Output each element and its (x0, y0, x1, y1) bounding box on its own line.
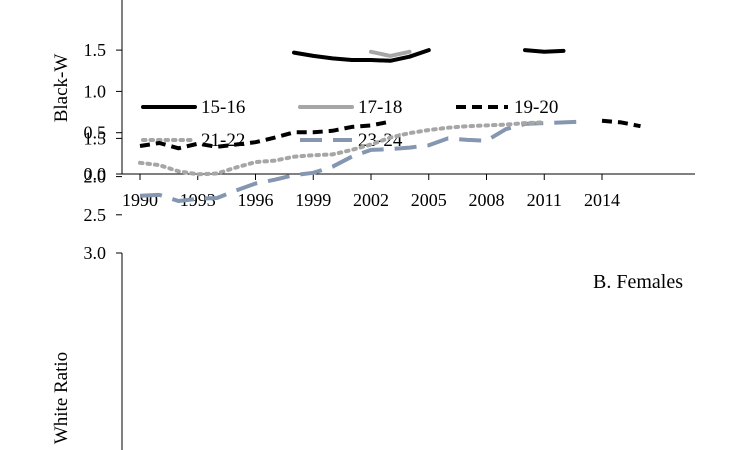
panel-a-series-line-17-18 (369, 49, 412, 58)
panel-b-y-tick-label: 2.5 (84, 205, 107, 225)
panel-a-x-tick-label: 2002 (353, 190, 389, 210)
panel-a-series-line-15-16 (523, 48, 566, 54)
panel-a-x-tick-label: 2011 (527, 190, 562, 210)
panel-b-y-axis-label: White Ratio (51, 352, 72, 444)
panel-a: 0.0 0.5 1.0 1.5 1990 1993 1996 1999 2002 2005 200… (51, 0, 695, 210)
panel-a-x-tick-label: 1999 (295, 190, 331, 210)
panel-a-x-tick-label: 1993 (180, 190, 216, 210)
panel-b-series-line-15-16 (601, 118, 641, 129)
panel-a-x-tick-label: 2008 (469, 190, 505, 210)
panel-b-y-tick-label: 2.0 (84, 167, 107, 187)
legend-label-15-16: 15-16 (201, 97, 245, 118)
panel-a-y-tick-label: 0.0 (84, 164, 107, 184)
panel-b-y-tick-label: 3.0 (84, 243, 107, 263)
panel-a-x-tick-label: 1996 (238, 190, 274, 210)
panel-b-label: B. Females (593, 271, 683, 293)
panel-b: 1.5 2.0 2.5 3.0 B. Females White Ratio (51, 118, 683, 450)
panel-b-y-tick-label: 1.5 (84, 128, 107, 148)
panel-b-series-line-23-24 (139, 119, 583, 203)
panel-a-x-tick-label: 2014 (584, 190, 620, 210)
panel-a-y-tick-label: 0.5 (84, 123, 107, 143)
panel-a-x-tick-label: 1990 (122, 190, 158, 210)
panel-a-x-tick-label: 2005 (411, 190, 447, 210)
panel-a-y-tick-label: 1.0 (84, 81, 107, 101)
legend-label-19-20: 19-20 (514, 97, 558, 118)
panel-b-series-line-21-22 (138, 120, 547, 177)
panel-b-series-line-19-20 (139, 119, 391, 151)
panel-a-y-axis-label: Black-W (51, 54, 72, 123)
panel-a-series-line-15-16 (292, 48, 431, 63)
panel-a-y-tick-label: 1.5 (84, 40, 107, 60)
legend-label-17-18: 17-18 (358, 97, 402, 118)
